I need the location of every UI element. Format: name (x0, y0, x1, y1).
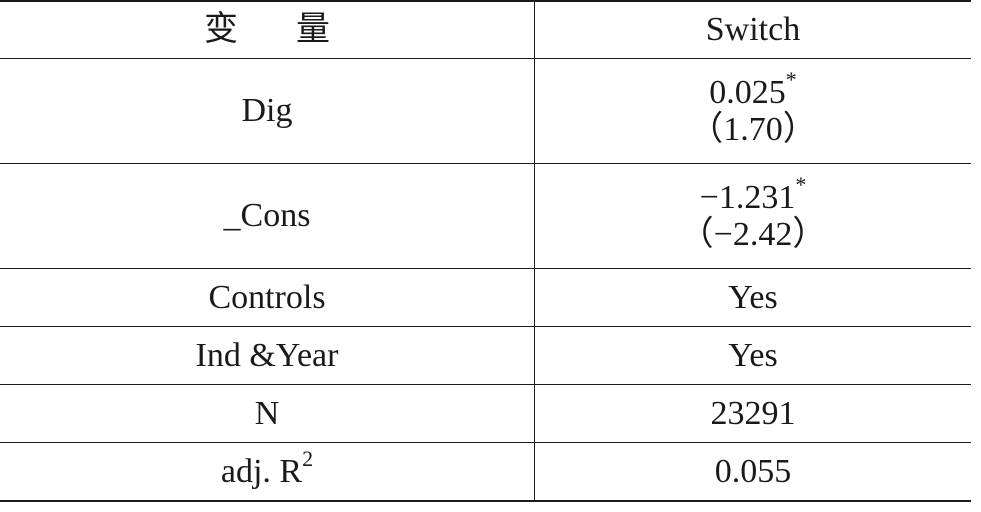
row-label-cell: N (0, 385, 535, 442)
table-row-ind-year: Ind &Year Yes (0, 327, 971, 385)
coefficient-value: 0.025 (709, 73, 786, 111)
row-value: 0.055 (714, 452, 792, 490)
table-row-dig: Dig 0.025* （1.70） (0, 59, 971, 164)
row-value: 23291 (710, 394, 796, 432)
table-row-cons: _Cons −1.231* （−2.42） (0, 164, 971, 269)
header-switch-cell: Switch (535, 2, 971, 58)
row-label-main: adj. R (220, 452, 303, 490)
row-label-cell: Ind &Year (0, 327, 535, 384)
significance-stars: * (795, 171, 807, 197)
row-label: Dig (241, 92, 293, 130)
t-statistic: （−2.42） (679, 216, 827, 253)
row-value-cell: −1.231* （−2.42） (535, 164, 971, 268)
row-label-cell: _Cons (0, 164, 535, 268)
row-value-cell: 23291 (535, 385, 971, 442)
table-header-row: 变量 Switch (0, 2, 971, 59)
row-label-cell: Controls (0, 269, 535, 326)
header-switch-label: Switch (705, 11, 801, 49)
row-label: _Cons (223, 197, 311, 235)
row-value-cell: Yes (535, 269, 971, 326)
coefficient-line: 0.025* (709, 68, 797, 111)
header-variable-cell: 变量 (0, 2, 535, 58)
row-value-cell: 0.055 (535, 443, 971, 500)
row-label-cell: adj. R2 (0, 443, 535, 500)
row-value-cell: 0.025* （1.70） (535, 59, 971, 163)
row-value: Yes (728, 278, 778, 316)
row-label: N (254, 394, 280, 432)
row-label-cell: Dig (0, 59, 535, 163)
coefficient-value: −1.231 (699, 178, 796, 216)
row-label-superscript: 2 (302, 445, 314, 471)
table-row-controls: Controls Yes (0, 269, 971, 327)
row-value: Yes (728, 336, 778, 374)
header-variable-label: 变量 (204, 11, 388, 49)
row-label: Controls (208, 278, 326, 316)
row-label: adj. R2 (220, 447, 313, 490)
t-statistic: （1.70） (689, 111, 817, 148)
table-row-n: N 23291 (0, 385, 971, 443)
row-value-cell: Yes (535, 327, 971, 384)
coefficient-line: −1.231* (699, 173, 807, 216)
significance-stars: * (785, 66, 797, 92)
table-row-adj-r2: adj. R2 0.055 (0, 443, 971, 500)
regression-table: 变量 Switch Dig 0.025* （1.70） _Cons −1.231… (0, 0, 971, 502)
row-label: Ind &Year (195, 336, 339, 374)
